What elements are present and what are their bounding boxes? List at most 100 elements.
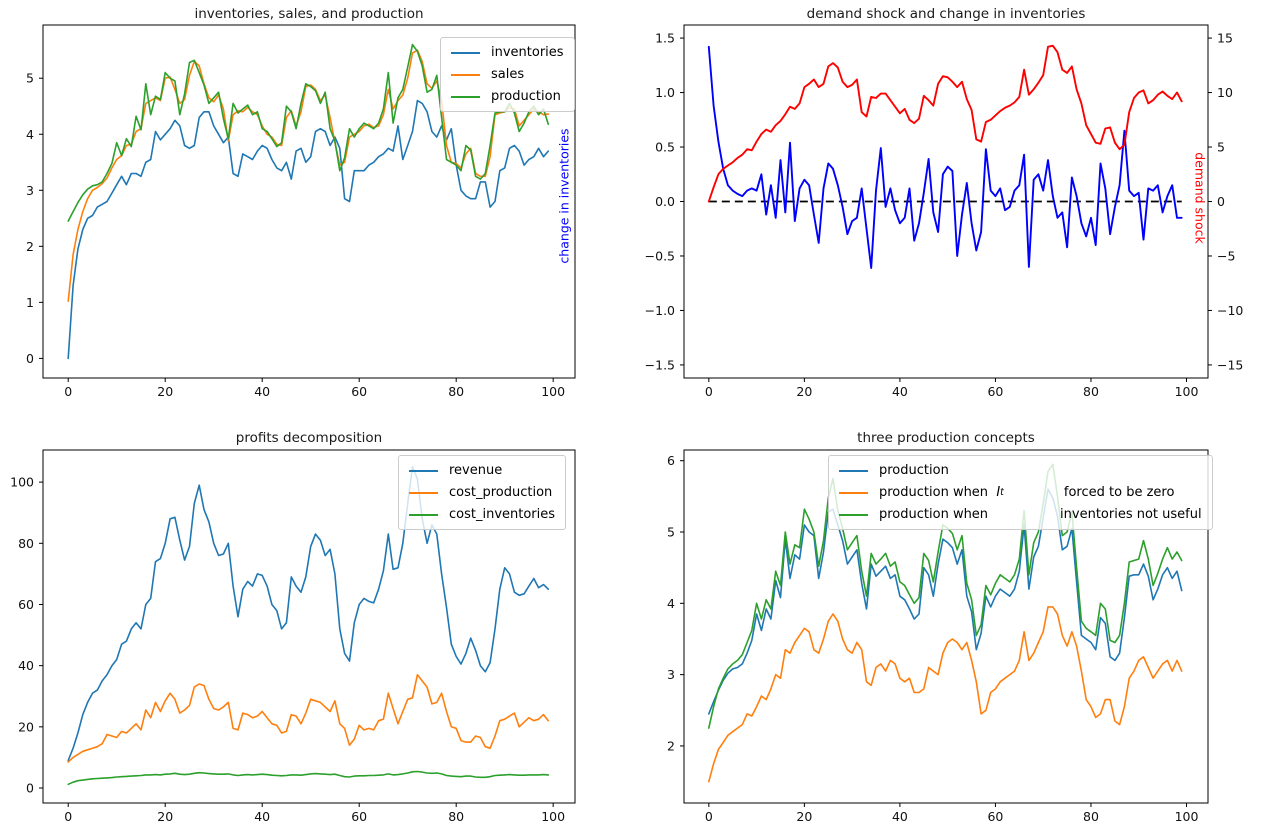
series-line-production: [67, 43, 550, 222]
legend-line-swatch: [409, 513, 438, 516]
y-tick-label: 6: [667, 453, 675, 468]
legend-entry: cost_inventories: [409, 507, 555, 522]
legend-label: production when: [879, 507, 989, 522]
legend-label: sales: [491, 67, 525, 82]
y-tick-label: 1: [26, 295, 34, 310]
series-line-demand-shock: [707, 44, 1183, 203]
x-tick-label: 0: [705, 384, 713, 399]
x-tick-label: 100: [1175, 384, 1199, 399]
legend-label-gap: [1004, 492, 1064, 493]
x-tick-label: 20: [796, 809, 812, 824]
y-tick-label: 100: [10, 475, 34, 490]
legend-line-swatch: [451, 51, 480, 54]
x-tick-label: 40: [254, 809, 270, 824]
legend-label: production: [879, 463, 949, 478]
legend-label: forced to be zero: [1063, 485, 1175, 500]
legend-line-swatch: [839, 469, 868, 472]
y-tick-label: 3: [667, 667, 675, 682]
series-line-inventories: [67, 99, 550, 360]
y-tick-label: 40: [18, 658, 34, 673]
y-right-tick-label: 15: [1217, 31, 1233, 46]
y-right-tick-label: 5: [1217, 140, 1225, 155]
x-tick-label: 60: [351, 809, 367, 824]
x-tick-label: 40: [254, 384, 270, 399]
chart-title-three-production-concepts: three production concepts: [857, 430, 1035, 446]
legend-label: cost_inventories: [449, 507, 556, 522]
y-tick-label: 0.0: [655, 194, 675, 209]
chart-title-profits-decomposition: profits decomposition: [235, 430, 383, 446]
legend-entry: production when inventories not useful: [839, 507, 1202, 522]
y-tick-label: 0: [26, 781, 34, 796]
legend-entry: sales: [451, 67, 564, 82]
y-tick-label: 4: [667, 596, 675, 611]
series-line-revenue: [67, 465, 550, 762]
legend-entry: production: [839, 463, 1202, 478]
y-right-tick-label: −5: [1217, 248, 1235, 263]
y-tick-label: 4: [26, 127, 34, 142]
x-tick-label: 80: [1083, 384, 1099, 399]
x-tick-label: 0: [64, 384, 72, 399]
legend-label: production when: [879, 485, 997, 500]
x-tick-label: 20: [157, 384, 173, 399]
y-tick-label: 5: [26, 71, 34, 86]
y-tick-label: −1.5: [645, 357, 675, 372]
x-tick-label: 100: [541, 809, 565, 824]
x-tick-label: 60: [987, 809, 1003, 824]
legend-label: I: [996, 485, 1001, 500]
x-tick-label: 80: [448, 384, 464, 399]
legend-line-swatch: [409, 491, 438, 494]
x-tick-label: 80: [1083, 809, 1099, 824]
y-tick-label: 1.0: [655, 85, 675, 100]
series-line-cost-inventories: [67, 770, 550, 786]
series-line-production: [707, 488, 1183, 715]
chart-title-demand-shock: demand shock and change in inventories: [806, 6, 1086, 22]
legend-label-gap: [988, 514, 1060, 515]
y-tick-label: 2: [667, 738, 675, 753]
y-tick-label: −1.0: [645, 303, 675, 318]
x-tick-label: 0: [705, 809, 713, 824]
legend-label: t: [1000, 487, 1004, 498]
legend-profits-decomposition: revenue cost_production cost_inventories: [398, 455, 567, 530]
series-line-cost-production: [67, 673, 550, 763]
legend-line-swatch: [451, 73, 480, 76]
x-tick-label: 80: [448, 809, 464, 824]
axes-spines: [42, 24, 576, 379]
y-tick-label: 60: [18, 597, 34, 612]
legend-line-swatch: [409, 469, 438, 472]
y-tick-label: 2: [26, 239, 34, 254]
y-axis-label-demand-shock: demand shock: [1192, 152, 1208, 244]
y-right-tick-label: −10: [1217, 303, 1243, 318]
legend-line-swatch: [839, 513, 868, 516]
y-right-tick-label: −15: [1217, 357, 1243, 372]
legend-entry: revenue: [409, 463, 555, 478]
x-tick-label: 100: [1175, 809, 1199, 824]
series-line-production-when-i-t-forced-to-be-zero: [707, 606, 1183, 783]
legend-label: production: [491, 89, 561, 104]
x-tick-label: 0: [64, 809, 72, 824]
y-tick-label: 3: [26, 183, 34, 198]
x-tick-label: 40: [892, 809, 908, 824]
y-right-tick-label: 10: [1217, 85, 1233, 100]
y-axis-label-change-in-inventories: change in inventories: [556, 128, 572, 264]
legend-inventories-sales-production: inventories sales production: [440, 37, 575, 112]
x-tick-label: 60: [987, 384, 1003, 399]
y-tick-label: 0.5: [655, 140, 675, 155]
x-tick-label: 100: [541, 384, 565, 399]
legend-label: inventories: [491, 45, 564, 60]
legend-label: revenue: [449, 463, 503, 478]
axes-spines: [683, 449, 1209, 804]
legend-entry: inventories: [451, 45, 564, 60]
x-tick-label: 60: [351, 384, 367, 399]
x-tick-label: 20: [796, 384, 812, 399]
y-right-tick-label: 0: [1217, 194, 1225, 209]
y-tick-label: 0: [26, 351, 34, 366]
chart-title-inventories-sales-production: inventories, sales, and production: [194, 6, 424, 22]
axes-spines: [42, 449, 576, 804]
y-tick-label: 20: [18, 719, 34, 734]
y-tick-label: 80: [18, 536, 34, 551]
legend-line-swatch: [839, 491, 868, 494]
